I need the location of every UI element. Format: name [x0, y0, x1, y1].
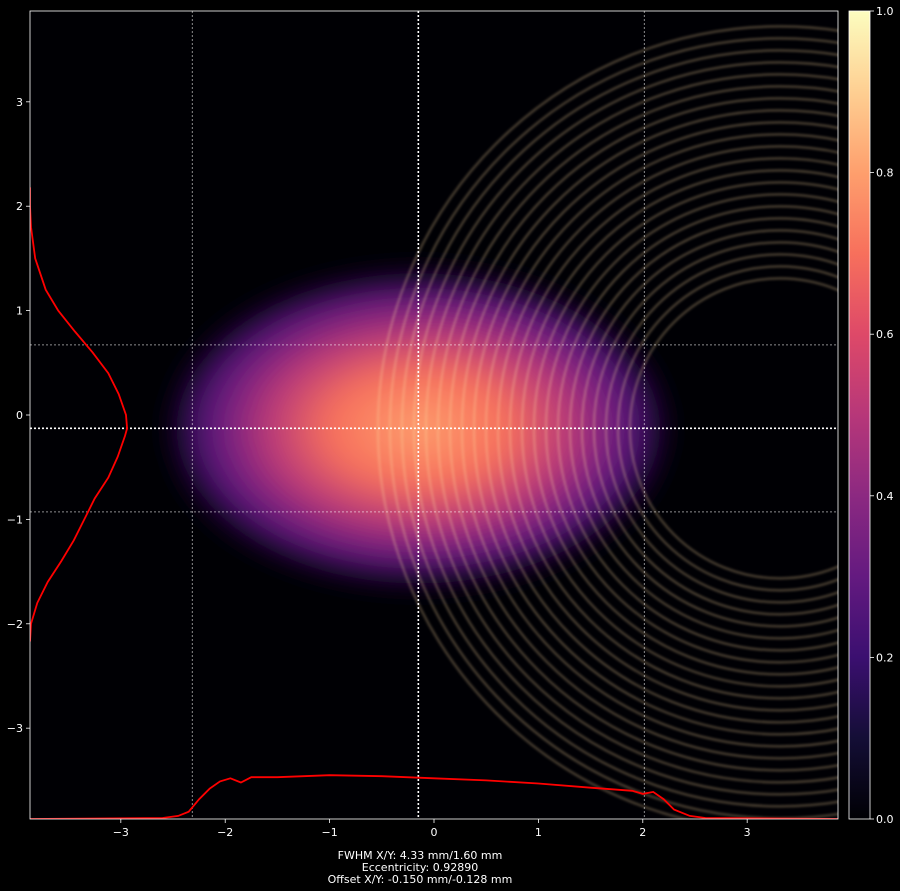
- x-tick-label: −1: [321, 826, 337, 839]
- offset-annotation: Offset X/Y: -0.150 mm/-0.128 mm: [328, 873, 513, 886]
- colorbar-tick-label: 0.0: [876, 813, 894, 826]
- fringe-arc: [533, 181, 838, 676]
- beam-fringes: [377, 25, 838, 819]
- y-tick-label: 2: [16, 200, 23, 213]
- fringe-arc: [449, 97, 838, 760]
- x-tick-label: 0: [431, 826, 438, 839]
- colorbar: 0.0 0.2 0.4 0.6 0.8 1.0: [848, 5, 894, 826]
- fringe-arc: [425, 73, 838, 784]
- x-tick-label: 1: [535, 826, 542, 839]
- fringe-arc: [593, 241, 838, 616]
- fringe-arc: [485, 133, 838, 724]
- fringe-arc: [629, 277, 838, 580]
- fringe-arc: [581, 229, 838, 628]
- fringe-arc: [497, 145, 838, 712]
- fringe-arc: [545, 193, 838, 664]
- fringe-arc: [557, 205, 838, 652]
- fringe-arc: [437, 85, 838, 772]
- y-tick-label: 3: [16, 96, 23, 109]
- fringe-arc: [617, 265, 838, 592]
- y-tick-label: −2: [7, 618, 23, 631]
- y-tick-label: −1: [7, 513, 23, 526]
- vertical-profile-line: [30, 187, 129, 642]
- fringe-arc: [605, 253, 838, 604]
- horizontal-profile-line: [30, 774, 838, 819]
- x-axis: −3 −2 −1 0 1 2 3: [113, 819, 751, 839]
- colorbar-tick-label: 0.8: [876, 167, 894, 180]
- y-axis: −3 −2 −1 0 1 2 3: [7, 96, 30, 735]
- fringe-arc: [401, 49, 838, 808]
- fringe-arc: [377, 25, 838, 819]
- x-tick-label: −3: [113, 826, 129, 839]
- fringe-arc: [473, 121, 838, 736]
- x-tick-label: −2: [217, 826, 233, 839]
- intensity-profiles: [30, 187, 838, 819]
- fwhm-annotation: FWHM X/Y: 4.33 mm/1.60 mm: [338, 849, 503, 862]
- x-tick-label: 2: [639, 826, 646, 839]
- colorbar-tick-label: 0.6: [876, 328, 894, 341]
- fringe-arc: [413, 61, 838, 796]
- colorbar-tick-label: 0.2: [876, 651, 894, 664]
- x-tick-label: 3: [744, 826, 751, 839]
- eccentricity-annotation: Eccentricity: 0.92890: [362, 861, 479, 874]
- y-tick-label: −3: [7, 722, 23, 735]
- fringe-arc: [569, 217, 838, 640]
- y-tick-label: 0: [16, 409, 23, 422]
- colorbar-tick-label: 0.4: [876, 490, 894, 503]
- y-tick-label: 1: [16, 305, 23, 318]
- colorbar-frame: [848, 10, 871, 820]
- beam-statistics-caption: FWHM X/Y: 4.33 mm/1.60 mm Eccentricity: …: [328, 849, 513, 886]
- fringe-arc: [461, 109, 838, 748]
- fringe-arc: [521, 169, 838, 688]
- fringe-arc: [509, 157, 838, 700]
- colorbar-gradient: [849, 11, 870, 819]
- colorbar-ticks: 0.0 0.2 0.4 0.6 0.8 1.0: [870, 5, 894, 826]
- colorbar-tick-label: 1.0: [876, 5, 894, 18]
- guide-lines: [30, 11, 838, 819]
